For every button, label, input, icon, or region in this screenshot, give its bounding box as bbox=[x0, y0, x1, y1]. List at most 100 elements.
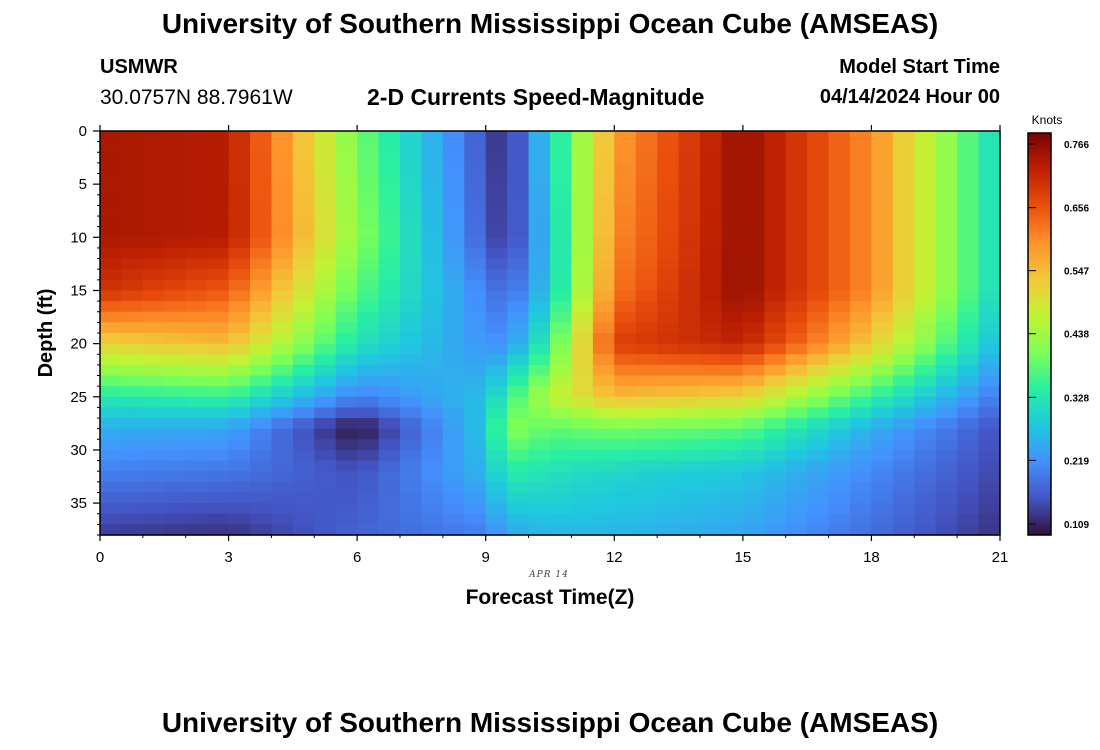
heatmap-cell bbox=[142, 194, 165, 207]
heatmap-cell bbox=[378, 247, 401, 260]
heatmap-cell bbox=[228, 152, 251, 164]
heatmap-cell bbox=[164, 152, 187, 164]
heatmap-cell bbox=[185, 513, 208, 525]
heatmap-cell bbox=[914, 194, 937, 207]
heatmap-cell bbox=[807, 354, 830, 366]
heatmap-cell bbox=[271, 439, 294, 451]
heatmap-cell bbox=[400, 247, 423, 260]
heatmap-cell bbox=[442, 247, 465, 260]
heatmap-cell bbox=[592, 152, 615, 164]
heatmap-cell bbox=[871, 503, 894, 515]
heatmap-cell bbox=[528, 184, 551, 196]
heatmap-cell bbox=[271, 471, 294, 483]
heatmap-cell bbox=[550, 492, 573, 504]
heatmap-cell bbox=[807, 343, 830, 355]
heatmap-cell bbox=[978, 258, 1001, 270]
heatmap-cell bbox=[507, 216, 530, 228]
heatmap-cell bbox=[914, 481, 937, 494]
heatmap-cell bbox=[400, 503, 423, 515]
heatmap-cell bbox=[271, 173, 294, 185]
heatmap-cell bbox=[657, 439, 680, 451]
heatmap-cell bbox=[785, 471, 808, 483]
heatmap-cell bbox=[207, 428, 230, 440]
heatmap-cell bbox=[528, 173, 551, 185]
heatmap-cell bbox=[207, 301, 230, 313]
heatmap-cell bbox=[100, 152, 123, 164]
heatmap-cell bbox=[228, 375, 251, 387]
heatmap-cell bbox=[571, 205, 594, 217]
heatmap-cell bbox=[871, 396, 894, 409]
heatmap-cell bbox=[250, 141, 273, 153]
heatmap-cell bbox=[785, 386, 808, 398]
heatmap-cell bbox=[185, 290, 208, 302]
heatmap-cell bbox=[464, 290, 487, 302]
heatmap-cell bbox=[635, 322, 658, 334]
heatmap-cell bbox=[271, 354, 294, 366]
heatmap-cell bbox=[142, 290, 165, 302]
heatmap-cell bbox=[700, 131, 723, 143]
heatmap-cell bbox=[850, 322, 873, 334]
heatmap-cell bbox=[571, 152, 594, 164]
heatmap-cell bbox=[592, 396, 615, 409]
heatmap-cell bbox=[657, 364, 680, 377]
heatmap-cell bbox=[914, 216, 937, 228]
heatmap-cell bbox=[292, 428, 315, 440]
heatmap-cell bbox=[464, 524, 487, 536]
heatmap-cell bbox=[700, 247, 723, 260]
heatmap-cell bbox=[764, 439, 787, 451]
heatmap-cell bbox=[871, 162, 894, 175]
heatmap-cell bbox=[292, 279, 315, 292]
heatmap-cell bbox=[592, 216, 615, 228]
heatmap-cell bbox=[357, 439, 380, 451]
heatmap-cell bbox=[978, 439, 1001, 451]
heatmap-cell bbox=[142, 492, 165, 504]
heatmap-cell bbox=[528, 418, 551, 430]
heatmap-cell bbox=[635, 503, 658, 515]
heatmap-cell bbox=[935, 237, 958, 249]
heatmap-cell bbox=[871, 152, 894, 164]
heatmap-cell bbox=[850, 439, 873, 451]
heatmap-cell bbox=[721, 216, 744, 228]
heatmap-cell bbox=[721, 322, 744, 334]
heatmap-cell bbox=[314, 184, 337, 196]
heatmap-cell bbox=[464, 492, 487, 504]
heatmap-cell bbox=[721, 247, 744, 260]
heatmap-cell bbox=[142, 386, 165, 398]
heatmap-cell bbox=[185, 386, 208, 398]
heatmap-cell bbox=[700, 226, 723, 238]
heatmap-cell bbox=[185, 205, 208, 217]
heatmap-cell bbox=[335, 396, 358, 409]
heatmap-cell bbox=[550, 460, 573, 472]
heatmap-cell bbox=[335, 333, 358, 345]
heatmap-cell bbox=[121, 311, 144, 323]
heatmap-cell bbox=[828, 162, 851, 175]
heatmap-cell bbox=[314, 407, 337, 419]
heatmap-cell bbox=[764, 247, 787, 260]
heatmap-cell bbox=[207, 439, 230, 451]
heatmap-cell bbox=[850, 492, 873, 504]
heatmap-cell bbox=[721, 481, 744, 494]
heatmap-cell bbox=[400, 131, 423, 143]
heatmap-cell bbox=[185, 322, 208, 334]
heatmap-cell bbox=[678, 492, 701, 504]
heatmap-cell bbox=[121, 205, 144, 217]
heatmap-cell bbox=[850, 184, 873, 196]
heatmap-cell bbox=[121, 184, 144, 196]
heatmap-cell bbox=[507, 152, 530, 164]
heatmap-cell bbox=[571, 194, 594, 207]
heatmap-cell bbox=[314, 322, 337, 334]
heatmap-cell bbox=[100, 290, 123, 302]
heatmap-cell bbox=[571, 173, 594, 185]
heatmap-cell bbox=[228, 407, 251, 419]
heatmap-cell bbox=[914, 173, 937, 185]
heatmap-cell bbox=[164, 141, 187, 153]
heatmap-cell bbox=[892, 216, 915, 228]
heatmap-cell bbox=[935, 407, 958, 419]
heatmap-cell bbox=[892, 131, 915, 143]
heatmap-cell bbox=[614, 439, 637, 451]
heatmap-cell bbox=[957, 141, 980, 153]
heatmap-cell bbox=[250, 247, 273, 260]
heatmap-cell bbox=[828, 513, 851, 525]
page-title: University of Southern Mississippi Ocean… bbox=[161, 8, 939, 39]
heatmap-cell bbox=[700, 428, 723, 440]
